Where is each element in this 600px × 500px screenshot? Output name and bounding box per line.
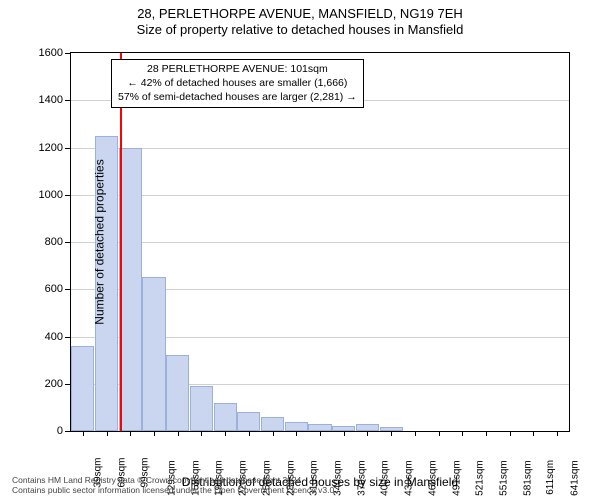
gridline	[71, 148, 569, 149]
histogram-bar	[237, 412, 260, 431]
footer-line-2: Contains public sector information licen…	[12, 485, 337, 496]
x-tick	[391, 431, 392, 436]
histogram-bar	[308, 424, 331, 431]
y-tick	[65, 337, 71, 338]
y-tick	[65, 242, 71, 243]
x-tick	[273, 431, 274, 436]
x-tick-label: 611sqm	[545, 460, 556, 495]
x-tick	[439, 431, 440, 436]
x-tick	[486, 431, 487, 436]
histogram-chart: 0200400600800100012001400160039sqm69sqm9…	[70, 52, 570, 432]
y-tick-label: 1400	[39, 94, 63, 106]
y-tick-label: 600	[45, 283, 63, 295]
x-tick	[462, 431, 463, 436]
x-tick	[249, 431, 250, 436]
annotation-box: 28 PERLETHORPE AVENUE: 101sqm← 42% of de…	[111, 59, 364, 108]
y-tick-label: 1200	[39, 142, 63, 154]
gridline	[71, 195, 569, 196]
x-tick	[178, 431, 179, 436]
x-tick	[557, 431, 558, 436]
x-tick	[510, 431, 511, 436]
histogram-bar	[119, 148, 142, 432]
x-tick	[415, 431, 416, 436]
attribution-footer: Contains HM Land Registry data © Crown c…	[12, 475, 337, 496]
x-tick	[225, 431, 226, 436]
y-tick	[65, 148, 71, 149]
histogram-bar	[261, 417, 284, 431]
x-tick	[107, 431, 108, 436]
gridline	[71, 242, 569, 243]
x-tick-label: 521sqm	[475, 460, 486, 496]
title-block: 28, PERLETHORPE AVENUE, MANSFIELD, NG19 …	[0, 6, 600, 39]
annotation-line: 28 PERLETHORPE AVENUE: 101sqm	[118, 62, 357, 76]
y-tick	[65, 289, 71, 290]
y-tick	[65, 100, 71, 101]
y-tick-label: 1000	[39, 189, 63, 201]
y-tick-label: 0	[57, 425, 63, 437]
histogram-bar	[190, 386, 213, 431]
x-tick	[296, 431, 297, 436]
page-root: 28, PERLETHORPE AVENUE, MANSFIELD, NG19 …	[0, 0, 600, 500]
x-tick-label: 581sqm	[522, 460, 533, 496]
histogram-bar	[71, 346, 94, 431]
x-tick	[201, 431, 202, 436]
y-tick	[65, 384, 71, 385]
histogram-bar	[356, 424, 379, 431]
y-tick-label: 400	[45, 331, 63, 343]
y-tick	[65, 431, 71, 432]
y-tick-label: 800	[45, 236, 63, 248]
footer-line-1: Contains HM Land Registry data © Crown c…	[12, 475, 337, 486]
x-tick	[533, 431, 534, 436]
x-tick-label: 551sqm	[498, 460, 509, 496]
histogram-bar	[285, 422, 308, 431]
y-axis-label: Number of detached properties	[93, 159, 107, 324]
annotation-line: 57% of semi-detached houses are larger (…	[118, 90, 357, 104]
histogram-bar	[166, 355, 189, 431]
y-tick	[65, 53, 71, 54]
plot-area: 0200400600800100012001400160039sqm69sqm9…	[71, 53, 569, 431]
reference-marker-line	[120, 53, 122, 431]
x-tick	[344, 431, 345, 436]
title-line-1: 28, PERLETHORPE AVENUE, MANSFIELD, NG19 …	[0, 6, 600, 22]
y-tick-label: 1600	[39, 47, 63, 59]
annotation-line: ← 42% of detached houses are smaller (1,…	[118, 76, 357, 90]
x-tick	[83, 431, 84, 436]
x-tick	[130, 431, 131, 436]
x-tick-label: 641sqm	[569, 460, 580, 496]
title-line-2: Size of property relative to detached ho…	[0, 22, 600, 38]
x-tick	[154, 431, 155, 436]
y-tick	[65, 195, 71, 196]
histogram-bar	[214, 403, 237, 431]
x-tick	[320, 431, 321, 436]
x-tick	[367, 431, 368, 436]
histogram-bar	[142, 277, 165, 431]
y-tick-label: 200	[45, 378, 63, 390]
